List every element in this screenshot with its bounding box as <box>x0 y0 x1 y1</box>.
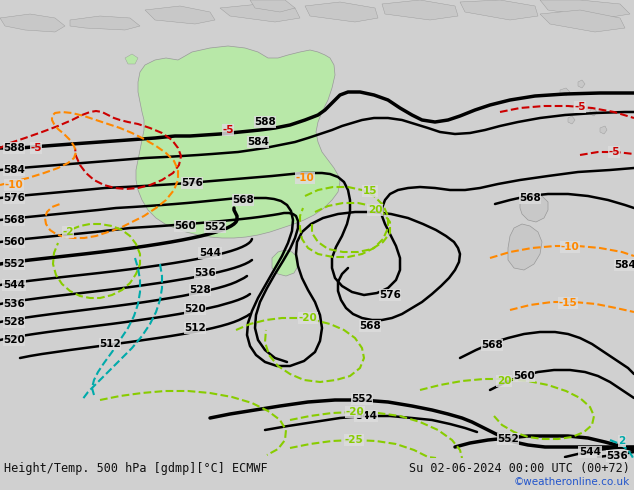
Text: -10: -10 <box>560 242 579 252</box>
Text: 552: 552 <box>497 434 519 444</box>
Text: 568: 568 <box>481 340 503 350</box>
Text: Height/Temp. 500 hPa [gdmp][°C] ECMWF: Height/Temp. 500 hPa [gdmp][°C] ECMWF <box>4 462 268 474</box>
Text: 568: 568 <box>359 321 381 331</box>
Polygon shape <box>540 10 625 32</box>
Text: 560: 560 <box>3 237 25 247</box>
Text: 568: 568 <box>3 215 25 225</box>
Polygon shape <box>305 2 378 22</box>
Text: 584: 584 <box>247 137 269 147</box>
Polygon shape <box>250 0 295 12</box>
Polygon shape <box>382 0 458 20</box>
Text: -2: -2 <box>62 227 74 237</box>
Polygon shape <box>272 250 298 276</box>
Polygon shape <box>70 16 140 30</box>
Text: 536: 536 <box>194 268 216 278</box>
Polygon shape <box>590 108 597 116</box>
Text: 568: 568 <box>232 195 254 205</box>
Polygon shape <box>136 46 340 238</box>
Text: 576: 576 <box>379 290 401 300</box>
Text: 584: 584 <box>3 165 25 175</box>
Polygon shape <box>520 194 548 222</box>
Text: -5: -5 <box>574 102 586 112</box>
Text: ©weatheronline.co.uk: ©weatheronline.co.uk <box>514 477 630 487</box>
Text: 536: 536 <box>3 299 25 309</box>
Text: 560: 560 <box>513 371 535 381</box>
Polygon shape <box>600 126 607 134</box>
Text: 576: 576 <box>181 178 203 188</box>
Text: 560: 560 <box>174 221 196 231</box>
Polygon shape <box>560 88 570 96</box>
Text: -20: -20 <box>346 407 365 417</box>
Polygon shape <box>540 0 630 18</box>
Text: 552: 552 <box>351 394 373 404</box>
Text: -10: -10 <box>4 180 23 190</box>
Text: 544: 544 <box>579 447 601 457</box>
Text: -5: -5 <box>30 143 42 153</box>
Text: -15: -15 <box>559 298 578 308</box>
Polygon shape <box>578 80 585 88</box>
Text: 536: 536 <box>606 451 628 461</box>
Text: 568: 568 <box>519 193 541 203</box>
Text: 512: 512 <box>99 339 121 349</box>
Text: 520: 520 <box>3 335 25 345</box>
Text: 544: 544 <box>199 248 221 258</box>
Text: 512: 512 <box>184 323 206 333</box>
Text: -20: -20 <box>299 313 318 323</box>
Text: 552: 552 <box>3 259 25 269</box>
Polygon shape <box>0 14 65 32</box>
Text: 20: 20 <box>497 376 511 386</box>
Text: 544: 544 <box>355 411 377 421</box>
Text: 544: 544 <box>3 280 25 290</box>
Text: 528: 528 <box>3 317 25 327</box>
Text: Su 02-06-2024 00:00 UTC (00+72): Su 02-06-2024 00:00 UTC (00+72) <box>409 462 630 474</box>
Polygon shape <box>508 224 542 270</box>
Text: 584: 584 <box>614 260 634 270</box>
Text: 20: 20 <box>368 205 382 215</box>
Polygon shape <box>220 4 300 22</box>
Polygon shape <box>568 116 575 124</box>
Text: 576: 576 <box>3 193 25 203</box>
Text: 552: 552 <box>204 222 226 232</box>
Text: -25: -25 <box>345 435 363 445</box>
Text: 588: 588 <box>3 143 25 153</box>
Text: 15: 15 <box>363 186 377 196</box>
Text: -10: -10 <box>295 173 314 183</box>
Polygon shape <box>460 0 538 20</box>
Text: -5: -5 <box>223 125 234 135</box>
Polygon shape <box>125 54 138 64</box>
Polygon shape <box>145 6 215 24</box>
Text: -5: -5 <box>608 147 620 157</box>
Text: 528: 528 <box>189 285 211 295</box>
Text: 520: 520 <box>184 304 206 314</box>
Text: 588: 588 <box>254 117 276 127</box>
Text: 2: 2 <box>618 436 626 446</box>
